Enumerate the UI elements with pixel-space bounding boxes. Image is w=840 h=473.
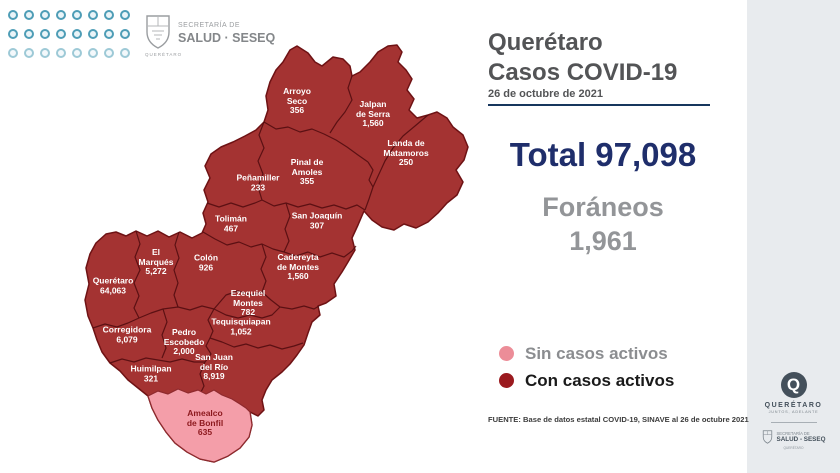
dot-icon [120, 29, 130, 39]
total-cases: Total 97,098 [509, 136, 697, 173]
queretaro-q-icon: Q [780, 372, 807, 398]
title-line2: Casos COVID-19 [488, 59, 678, 86]
dot-icon [120, 48, 130, 58]
footer-divider [770, 422, 817, 423]
dot-icon [72, 29, 82, 39]
title-line1: Querétaro [488, 29, 603, 56]
dot-icon [24, 48, 34, 58]
seseq-header-logo: SECRETARÍA DE SALUD · SESEQ QUERÉTARO [144, 14, 304, 66]
footer-seseq-sub: QUERÉTARO [783, 446, 804, 450]
foraneos-label: Foráneos [542, 192, 664, 222]
dot-icon [56, 48, 66, 58]
dot-icon [8, 10, 18, 20]
dot-icon [24, 10, 34, 20]
dot-icon [24, 29, 34, 39]
footer-seseq-line1: SECRETARÍA DE [776, 431, 810, 436]
footer-slogan: JUNTOS, ADELANTE [768, 410, 819, 414]
map-municipal-borders [92, 75, 429, 395]
dot-icon [8, 29, 18, 39]
dot-icon [8, 48, 18, 58]
dot-icon [40, 10, 50, 20]
dot-icon [56, 29, 66, 39]
source-note: FUENTE: Base de datos estatal COVID-19, … [488, 415, 749, 424]
dot-icon [104, 10, 114, 20]
dot-icon [104, 29, 114, 39]
dot-icon [56, 10, 66, 20]
dot-icon [72, 48, 82, 58]
dot-icon [88, 29, 98, 39]
legend-row-sin-casos: Sin casos activos [499, 340, 674, 367]
header-logo-line1: SECRETARÍA DE [178, 22, 240, 29]
dot-icon [88, 10, 98, 20]
dot-icon [72, 10, 82, 20]
map-state-shape [84, 44, 469, 463]
shield-icon [762, 430, 772, 444]
foraneos-value: 1,961 [569, 226, 637, 256]
legend-label: Con casos activos [525, 370, 675, 390]
footer-seseq-logo: SECRETARÍA DE SALUD - SESEQ [747, 430, 840, 444]
dot-icon [40, 48, 50, 58]
pink-circle-icon [499, 346, 514, 361]
dark-red-circle-icon [499, 373, 514, 388]
map-amealco-shape [147, 388, 253, 463]
footer-brand: QUERÉTARO [764, 402, 823, 409]
page-title: Querétaro Casos COVID-19 [488, 28, 677, 88]
dot-icon [120, 10, 130, 20]
dot-icon [104, 48, 114, 58]
header-logo-line2: SALUD · SESEQ [178, 31, 276, 45]
legend-label: Sin casos activos [525, 343, 668, 363]
legend: Sin casos activos Con casos activos [499, 340, 674, 394]
dot-icon [88, 48, 98, 58]
shield-icon [146, 15, 170, 49]
footer-seseq-line2: SALUD - SESEQ [776, 436, 826, 443]
legend-row-con-casos: Con casos activos [499, 367, 674, 394]
footer-logos: Q QUERÉTARO JUNTOS, ADELANTE SECRETARÍA … [747, 372, 840, 450]
foraneos-block: Foráneos 1,961 [478, 190, 728, 258]
report-date: 26 de octubre de 2021 [488, 88, 710, 106]
header-logo-line3: QUERÉTARO [145, 52, 183, 57]
dots-pattern [8, 10, 132, 66]
dot-icon [40, 29, 50, 39]
